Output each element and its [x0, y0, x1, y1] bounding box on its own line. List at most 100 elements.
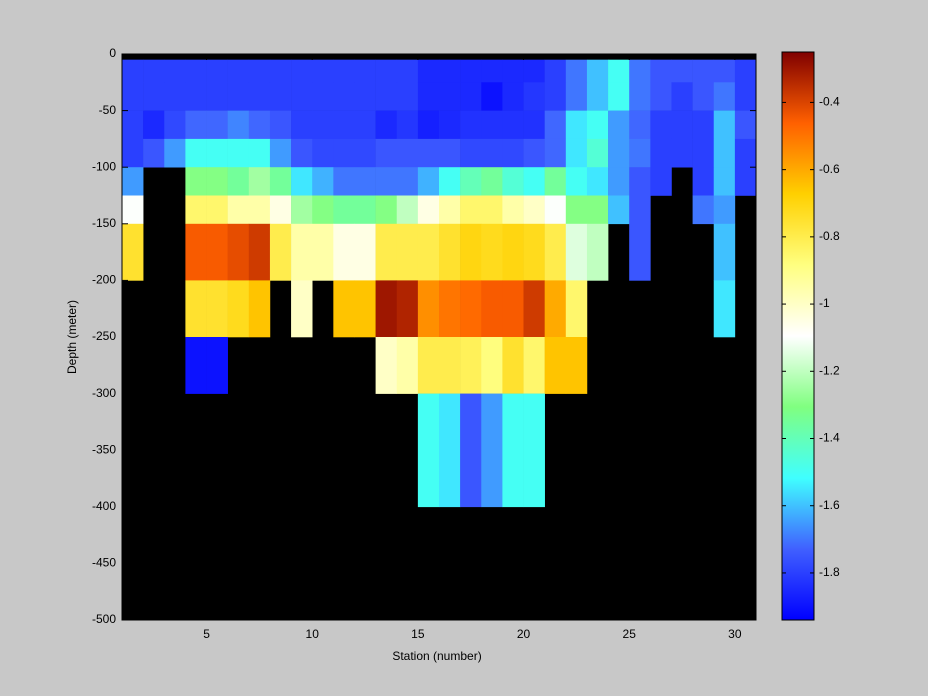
heatmap-cell [608, 82, 630, 111]
heatmap-cell [375, 167, 398, 196]
heatmap-cell [312, 59, 334, 83]
colorbar-tick-label: -1 [819, 296, 830, 310]
heatmap-cell [248, 138, 271, 168]
heatmap-cell [417, 110, 440, 140]
heatmap-cell [312, 195, 334, 225]
heatmap-cell [417, 223, 440, 281]
heatmap-cell [354, 82, 376, 111]
heatmap-cell [544, 110, 567, 140]
heatmap-cell [565, 223, 588, 281]
heatmap-cell [122, 138, 144, 168]
heatmap-cell [502, 393, 524, 508]
heatmap-cell [122, 82, 144, 111]
heatmap-cell [333, 280, 355, 338]
heatmap-cell [185, 195, 207, 225]
heatmap-cell [502, 195, 524, 225]
heatmap-cell [523, 393, 545, 508]
heatmap-cell [586, 195, 609, 225]
heatmap-cell [185, 337, 207, 394]
heatmap-cell [565, 195, 588, 225]
heatmap-cell [227, 167, 250, 196]
heatmap-cell [333, 138, 355, 168]
heatmap-cell [396, 337, 419, 394]
heatmap-cell [248, 195, 271, 225]
heatmap-cell [333, 223, 355, 281]
heatmap-cell [164, 82, 186, 111]
heatmap-cell [586, 110, 609, 140]
heatmap-cell [650, 138, 672, 168]
heatmap-cell [502, 82, 524, 111]
y-tick-label: -350 [92, 442, 116, 456]
heatmap-cell [291, 59, 313, 83]
x-axis-label: Station (number) [392, 649, 481, 663]
heatmap-cell [291, 223, 313, 281]
heatmap-cell [375, 337, 398, 394]
x-tick-label: 25 [623, 627, 637, 641]
heatmap-cell [629, 110, 651, 140]
colorbar-tick-label: -1.2 [819, 363, 840, 377]
heatmap-cell [417, 393, 440, 508]
heatmap-cell [143, 110, 165, 140]
heatmap-cell [122, 167, 144, 196]
heatmap-cell [333, 82, 355, 111]
heatmap-cell [544, 82, 567, 111]
heatmap-cell [502, 337, 524, 394]
heatmap-cell [227, 110, 250, 140]
heatmap-cell [586, 167, 609, 196]
heatmap-cell [586, 59, 609, 83]
heatmap-cell [502, 280, 524, 338]
x-tick-label: 20 [517, 627, 531, 641]
heatmap-cell [565, 167, 588, 196]
heatmap-cell [312, 82, 334, 111]
heatmap-cell [354, 138, 376, 168]
heatmap-cell [629, 167, 651, 196]
heatmap-cell [502, 167, 524, 196]
y-tick-label: -450 [92, 556, 116, 570]
heatmap-cell [206, 82, 228, 111]
heatmap-cell [713, 195, 736, 225]
heatmap-cell [439, 280, 461, 338]
heatmap-cell [333, 167, 355, 196]
heatmap-cell [481, 138, 503, 168]
heatmap-cell [565, 82, 588, 111]
heatmap-cell [565, 138, 588, 168]
y-tick-label: -400 [92, 499, 116, 513]
heatmap-cell [460, 138, 482, 168]
heatmap-cell [713, 223, 736, 281]
heatmap-cell [629, 138, 651, 168]
heatmap-cell [460, 393, 482, 508]
heatmap-cell [523, 59, 545, 83]
heatmap-cell [523, 82, 545, 111]
heatmap-cell [227, 280, 250, 338]
heatmap-cell [544, 195, 567, 225]
heatmap-cell [439, 393, 461, 508]
heatmap-cell [164, 110, 186, 140]
heatmap-cell [122, 110, 144, 140]
heatmap-cell [608, 167, 630, 196]
heatmap-cell [354, 167, 376, 196]
heatmap-cell [269, 167, 292, 196]
heatmap-cell [164, 138, 186, 168]
y-tick-label: -200 [92, 273, 116, 287]
heatmap-cell [227, 82, 250, 111]
heatmap-cell [608, 195, 630, 225]
heatmap-cell [227, 195, 250, 225]
heatmap-cell [481, 110, 503, 140]
heatmap-cell [206, 138, 228, 168]
heatmap-cell [734, 167, 757, 196]
heatmap-cell [206, 167, 228, 196]
heatmap-cell [417, 59, 440, 83]
heatmap-cell [692, 167, 715, 196]
heatmap-cell [481, 59, 503, 83]
heatmap-cell [396, 167, 419, 196]
heatmap-cell [248, 59, 271, 83]
heatmap-cell [312, 223, 334, 281]
heatmap-cell [291, 167, 313, 196]
heatmap-cell [206, 59, 228, 83]
heatmap-cell [206, 195, 228, 225]
heatmap-cell [460, 337, 482, 394]
heatmap-cell [565, 110, 588, 140]
heatmap-cell [185, 167, 207, 196]
heatmap-cell [734, 110, 757, 140]
